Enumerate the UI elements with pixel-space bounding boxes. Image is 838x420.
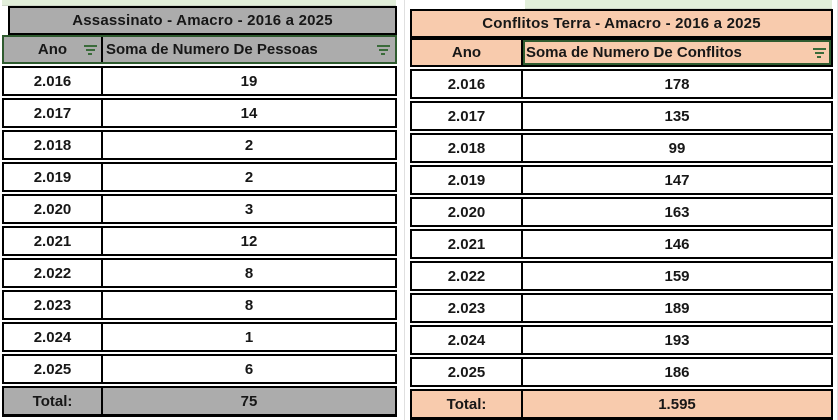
table-row: 2.023 8 <box>2 290 397 320</box>
value-cell[interactable]: 19 <box>240 72 258 90</box>
year-cell[interactable]: 2.025 <box>412 359 523 385</box>
year-cell[interactable]: 2.022 <box>4 260 103 286</box>
table-row: 2.020 163 <box>410 197 833 227</box>
table-row: 2.025 186 <box>410 357 833 387</box>
column-header-soma[interactable]: Soma de Numero De Pessoas <box>103 37 395 62</box>
table-row: 2.016 19 <box>2 66 397 96</box>
value-cell[interactable]: 2 <box>244 168 254 186</box>
year-cell[interactable]: 2.017 <box>4 100 103 126</box>
filter-icon[interactable] <box>809 45 826 60</box>
year-cell[interactable]: 2.023 <box>4 292 103 318</box>
header-row: Ano Soma de Numero De Pessoas <box>2 35 397 64</box>
filter-icon[interactable] <box>80 42 97 57</box>
year-cell[interactable]: 2.025 <box>4 356 103 382</box>
year-cell[interactable]: 2.019 <box>4 164 103 190</box>
total-label: Total: <box>4 388 103 414</box>
table-row: 2.022 159 <box>410 261 833 291</box>
year-cell[interactable]: 2.020 <box>412 199 523 225</box>
value-cell[interactable]: 193 <box>664 331 690 349</box>
value-cell[interactable]: 1 <box>244 328 254 346</box>
table-row: 2.018 2 <box>2 130 397 160</box>
column-header-label: Soma de Numero De Conflitos <box>526 44 742 61</box>
top-cell-strip-right <box>525 0 832 9</box>
table-row: 2.025 6 <box>2 354 397 384</box>
table-row: 2.023 189 <box>410 293 833 323</box>
value-cell[interactable]: 99 <box>668 139 686 157</box>
table-row: 2.019 2 <box>2 162 397 192</box>
year-cell[interactable]: 2.019 <box>412 167 523 193</box>
table-title: Conflitos Terra - Amacro - 2016 a 2025 <box>410 9 833 38</box>
year-cell[interactable]: 2.023 <box>412 295 523 321</box>
header-row: Ano Soma de Numero De Conflitos <box>410 38 833 67</box>
table-row: 2.018 99 <box>410 133 833 163</box>
pivot-table-assassinato: Assassinato - Amacro - 2016 a 2025 Ano S… <box>2 6 397 417</box>
column-header-soma[interactable]: Soma de Numero De Conflitos <box>523 40 831 65</box>
column-gridline <box>404 0 405 420</box>
table-row: 2.017 14 <box>2 98 397 128</box>
value-cell[interactable]: 2 <box>244 136 254 154</box>
table-row: 2.016 178 <box>410 69 833 99</box>
total-value: 75 <box>240 392 258 410</box>
value-cell[interactable]: 147 <box>664 171 690 189</box>
value-cell[interactable]: 189 <box>664 299 690 317</box>
year-cell[interactable]: 2.018 <box>4 132 103 158</box>
table-row: 2.020 3 <box>2 194 397 224</box>
value-cell[interactable]: 135 <box>664 107 690 125</box>
year-cell[interactable]: 2.024 <box>412 327 523 353</box>
top-cell-strip-left <box>2 0 396 6</box>
column-header-ano[interactable]: Ano <box>4 37 103 62</box>
year-cell[interactable]: 2.016 <box>412 71 523 97</box>
table-row: 2.024 193 <box>410 325 833 355</box>
year-cell[interactable]: 2.020 <box>4 196 103 222</box>
year-cell[interactable]: 2.018 <box>412 135 523 161</box>
year-cell[interactable]: 2.017 <box>412 103 523 129</box>
value-cell[interactable]: 159 <box>664 267 690 285</box>
year-cell[interactable]: 2.022 <box>412 263 523 289</box>
value-cell[interactable]: 6 <box>244 360 254 378</box>
value-cell[interactable]: 163 <box>664 203 690 221</box>
value-cell[interactable]: 178 <box>664 75 690 93</box>
total-row: Total: 75 <box>2 386 397 417</box>
filter-icon[interactable] <box>373 42 390 57</box>
year-cell[interactable]: 2.021 <box>4 228 103 254</box>
table-row: 2.022 8 <box>2 258 397 288</box>
column-header-ano[interactable]: Ano <box>412 40 523 65</box>
total-label: Total: <box>412 391 523 417</box>
value-cell[interactable]: 3 <box>244 200 254 218</box>
year-cell[interactable]: 2.024 <box>4 324 103 350</box>
table-row: 2.019 147 <box>410 165 833 195</box>
table-row: 2.024 1 <box>2 322 397 352</box>
value-cell[interactable]: 186 <box>664 363 690 381</box>
table-title: Assassinato - Amacro - 2016 a 2025 <box>8 6 397 35</box>
value-cell[interactable]: 8 <box>244 296 254 314</box>
value-cell[interactable]: 146 <box>664 235 690 253</box>
value-cell[interactable]: 12 <box>240 232 258 250</box>
year-cell[interactable]: 2.021 <box>412 231 523 257</box>
value-cell[interactable]: 14 <box>240 104 258 122</box>
total-value: 1.595 <box>658 395 696 413</box>
year-cell[interactable]: 2.016 <box>4 68 103 94</box>
value-cell[interactable]: 8 <box>244 264 254 282</box>
column-header-label: Ano <box>37 41 68 58</box>
table-row: 2.021 146 <box>410 229 833 259</box>
table-row: 2.017 135 <box>410 101 833 131</box>
table-row: 2.021 12 <box>2 226 397 256</box>
total-row: Total: 1.595 <box>410 389 833 420</box>
column-header-label: Ano <box>451 44 482 61</box>
pivot-table-conflitos-terra: Conflitos Terra - Amacro - 2016 a 2025 A… <box>410 9 833 420</box>
column-header-label: Soma de Numero De Pessoas <box>106 41 318 58</box>
